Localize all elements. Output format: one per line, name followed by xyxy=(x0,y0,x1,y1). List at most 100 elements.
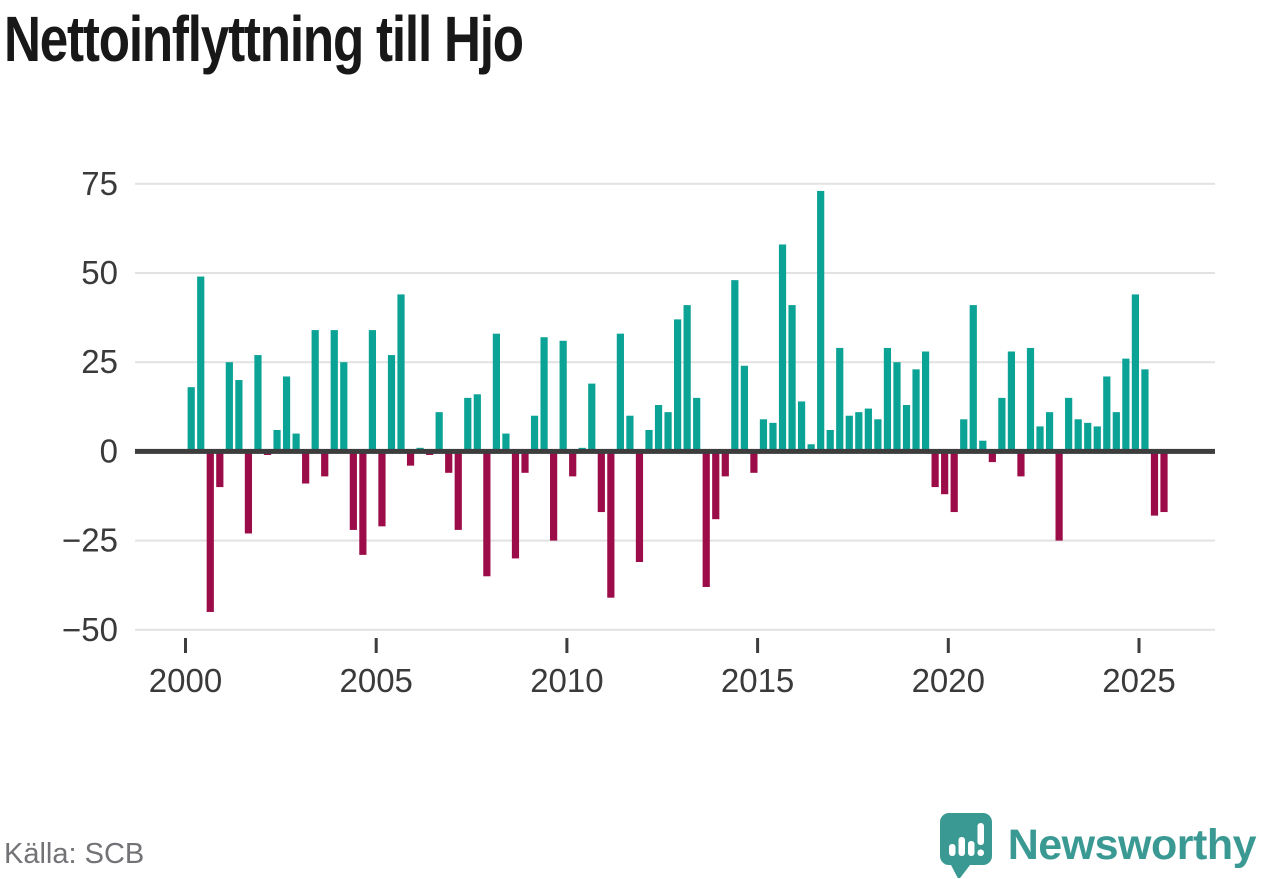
bar-2016-Q1 xyxy=(797,401,806,452)
x-label-2005: 2005 xyxy=(339,662,412,699)
bar-2014-Q3 xyxy=(740,365,748,452)
bar-2023-Q1 xyxy=(1065,397,1073,452)
x-tick-2015 xyxy=(756,638,760,653)
bar-2023-Q4 xyxy=(1093,426,1101,452)
page-title: Nettoinflyttning till Hjo xyxy=(4,3,524,75)
bar-2025-Q3 xyxy=(1160,451,1168,513)
bar-2015-Q3 xyxy=(778,244,787,452)
x-label-2015: 2015 xyxy=(721,662,794,699)
gridline--25 xyxy=(135,539,1215,542)
bar-2000-Q2 xyxy=(197,276,205,452)
bar-2000-Q1 xyxy=(187,387,195,452)
bar-2000-Q4 xyxy=(216,451,224,488)
x-label-2020: 2020 xyxy=(912,662,985,699)
bar-2012-Q2 xyxy=(654,405,663,452)
bar-2007-Q3 xyxy=(473,394,481,452)
bar-2007-Q2 xyxy=(464,397,472,452)
brand-name: Newsworthy xyxy=(1007,820,1257,869)
bar-2004-Q2 xyxy=(349,451,357,530)
bar-2022-Q3 xyxy=(1045,412,1054,452)
bar-2014-Q1 xyxy=(721,451,729,477)
y-label--25: −25 xyxy=(62,522,118,559)
y-label-25: 25 xyxy=(81,343,118,380)
bar-2009-Q4 xyxy=(559,340,567,452)
x-label-2025: 2025 xyxy=(1102,662,1175,699)
bar-2003-Q2 xyxy=(311,330,319,452)
bar-2001-Q2 xyxy=(235,380,243,452)
bar-2020-Q1 xyxy=(950,451,958,513)
bar-2012-Q3 xyxy=(664,412,672,452)
y-label-50: 50 xyxy=(81,254,118,291)
x-tick-2010 xyxy=(565,638,569,653)
bar-2001-Q1 xyxy=(225,362,233,452)
bar-2009-Q3 xyxy=(550,451,558,541)
bar-2024-Q4 xyxy=(1131,294,1139,452)
bar-2018-Q1 xyxy=(874,419,882,452)
bar-2003-Q1 xyxy=(302,451,310,484)
bar-2010-Q3 xyxy=(588,383,596,452)
bar-2007-Q4 xyxy=(483,451,491,577)
gridline--50 xyxy=(135,628,1215,631)
bar-2016-Q3 xyxy=(817,190,825,452)
bar-2018-Q3 xyxy=(893,362,901,452)
bar-2013-Q2 xyxy=(693,397,701,452)
newsworthy-brand[interactable]: Newsworthy xyxy=(938,812,1257,878)
bar-2021-Q2 xyxy=(998,397,1006,452)
bar-2001-Q3 xyxy=(244,451,253,534)
y-label--50: −50 xyxy=(62,611,118,648)
bar-2005-Q4 xyxy=(406,451,415,466)
bar-2001-Q4 xyxy=(254,355,262,452)
bar-2015-Q4 xyxy=(788,305,796,452)
bar-2019-Q1 xyxy=(912,369,920,452)
bar-2016-Q4 xyxy=(826,429,834,452)
y-label-75: 75 xyxy=(81,165,118,202)
bar-2017-Q1 xyxy=(836,347,844,452)
bar-2019-Q2 xyxy=(921,351,930,452)
bar-2010-Q1 xyxy=(569,451,577,477)
bar-2007-Q1 xyxy=(454,451,462,530)
bar-2021-Q1 xyxy=(988,451,996,463)
bar-2025-Q1 xyxy=(1141,369,1149,452)
bar-2011-Q4 xyxy=(635,451,644,563)
bar-2022-Q2 xyxy=(1036,426,1044,452)
bar-2020-Q4 xyxy=(979,440,987,452)
bar-2011-Q3 xyxy=(626,415,634,452)
bar-2006-Q4 xyxy=(445,451,453,473)
x-label-2000: 2000 xyxy=(149,662,222,699)
x-tick-2020 xyxy=(946,638,950,653)
bars xyxy=(187,190,1168,612)
bar-2024-Q1 xyxy=(1103,376,1111,452)
bar-2019-Q4 xyxy=(941,451,949,495)
bar-2020-Q3 xyxy=(969,305,977,452)
bar-2017-Q3 xyxy=(855,412,863,452)
bar-2017-Q4 xyxy=(864,408,872,452)
bar-2005-Q3 xyxy=(397,294,405,452)
gridline-50 xyxy=(135,272,1215,274)
bar-2018-Q2 xyxy=(883,347,892,452)
bar-2009-Q1 xyxy=(530,415,539,452)
bar-2016-Q2 xyxy=(807,444,815,452)
bar-2024-Q2 xyxy=(1112,412,1120,452)
bar-2023-Q2 xyxy=(1074,419,1082,452)
bar-2020-Q2 xyxy=(960,419,968,452)
y-label-0: 0 xyxy=(100,432,118,469)
bar-2004-Q1 xyxy=(340,362,348,452)
source-label: Källa: SCB xyxy=(4,838,145,870)
bar-2009-Q2 xyxy=(540,337,548,452)
bar-2002-Q3 xyxy=(282,376,291,452)
bar-2017-Q2 xyxy=(845,415,853,452)
bar-2005-Q1 xyxy=(378,451,386,527)
bar-2004-Q3 xyxy=(359,451,367,555)
bar-2006-Q3 xyxy=(435,412,443,452)
x-label-2010: 2010 xyxy=(530,662,603,699)
bar-2015-Q2 xyxy=(769,422,777,452)
bar-2023-Q3 xyxy=(1084,422,1092,452)
bar-2014-Q4 xyxy=(750,451,758,473)
bar-2022-Q1 xyxy=(1026,347,1035,452)
bar-2019-Q3 xyxy=(931,451,939,488)
bar-2003-Q4 xyxy=(330,330,338,452)
bar-2015-Q1 xyxy=(759,419,768,452)
bar-2018-Q4 xyxy=(902,405,911,452)
bar-2011-Q1 xyxy=(607,451,615,598)
bar-2003-Q3 xyxy=(321,451,329,477)
